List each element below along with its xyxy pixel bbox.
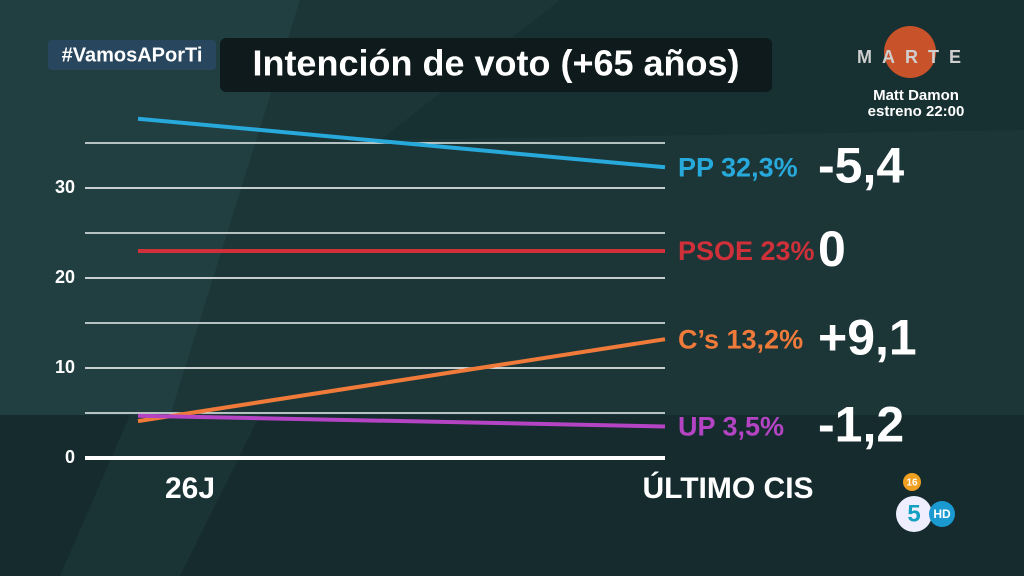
channel-name: MARTE — [857, 47, 971, 67]
hd-circle — [929, 501, 955, 527]
title-box — [220, 38, 772, 92]
change-label: 0 — [818, 221, 846, 277]
hd: HD — [933, 507, 951, 521]
promo-title: Matt Damon — [873, 87, 959, 104]
rating-badge — [903, 473, 921, 491]
y-tick-label: 20 — [55, 267, 75, 287]
change-label: +9,1 — [818, 309, 917, 365]
series-label: PSOE 23% — [678, 236, 815, 266]
promo-time: estreno 22:00 — [868, 103, 965, 120]
y-tick-label: 30 — [55, 177, 75, 197]
y-tick-label: 10 — [55, 357, 75, 377]
y-tick-label: 0 — [65, 447, 75, 467]
bg-shape — [60, 415, 260, 576]
change-label: -1,2 — [818, 397, 904, 453]
chart-title: Intención de voto (+65 años) — [252, 43, 739, 84]
hashtag: #VamosAPorTi — [62, 44, 203, 66]
series-label: UP 3,5% — [678, 412, 784, 442]
bg-shape — [0, 415, 1024, 576]
change-label: -5,4 — [818, 138, 904, 194]
line — [137, 413, 666, 429]
logo-circle — [896, 496, 932, 532]
plot: 0 10 20 30 26J ÚLTIMO CIS PP 32,3% -5,4 PSOE 23%… — [55, 116, 917, 505]
line — [137, 116, 666, 170]
hashtag-box — [48, 40, 216, 70]
channel-planet — [884, 26, 936, 78]
x-tick-label: ÚLTIMO CIS — [642, 471, 813, 505]
x-tick-label: 26J — [165, 472, 215, 505]
logo: 5 — [907, 500, 920, 527]
line — [137, 337, 666, 424]
series-label: C’s 13,2% — [678, 324, 803, 354]
rating: 16 — [906, 478, 918, 489]
series-label: PP 32,3% — [678, 152, 798, 182]
